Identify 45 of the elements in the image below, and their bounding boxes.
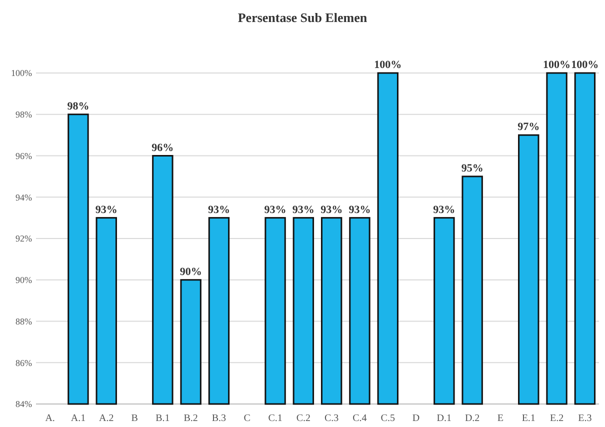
- x-tick-label: B.1: [156, 413, 170, 424]
- y-tick-label: 90%: [16, 275, 32, 286]
- x-tick-label: C: [244, 413, 251, 424]
- chart-title: Persentase Sub Elemen: [238, 10, 368, 25]
- data-label: 95%: [461, 162, 484, 174]
- x-tick-label: D: [412, 413, 420, 424]
- data-label: 93%: [208, 204, 230, 216]
- x-tick-label: A.: [45, 413, 55, 424]
- data-label: 93%: [292, 204, 314, 216]
- x-tick-label: D.1: [436, 413, 452, 424]
- data-label: 93%: [95, 204, 118, 216]
- x-tick-label: E.2: [550, 413, 564, 424]
- data-label: 100%: [374, 59, 402, 71]
- x-tick-label: C.1: [268, 413, 282, 424]
- data-label: 93%: [348, 204, 371, 216]
- y-tick-label: 88%: [16, 316, 32, 326]
- x-tick-label: D.2: [464, 413, 480, 424]
- y-tick-label: 86%: [16, 358, 32, 368]
- x-tick-label: E.1: [522, 413, 536, 424]
- x-tick-label: C.4: [352, 413, 367, 424]
- x-tick-label: E: [497, 413, 504, 424]
- y-tick-label: 84%: [16, 399, 32, 410]
- y-tick-label: 100%: [11, 68, 32, 78]
- x-tick-label: B.3: [212, 413, 226, 424]
- x-tick-label: B.2: [184, 413, 198, 424]
- data-label: 97%: [518, 121, 540, 134]
- data-label: 100%: [571, 59, 599, 71]
- data-label: 90%: [180, 266, 202, 278]
- data-label: 96%: [152, 142, 174, 154]
- x-tick-label: A.2: [99, 413, 114, 424]
- x-tick-label: C.3: [324, 413, 339, 424]
- data-label: 93%: [433, 204, 456, 216]
- y-tick-label: 94%: [16, 192, 32, 202]
- y-tick-label: 92%: [16, 234, 32, 244]
- x-tick-label: B: [131, 413, 138, 424]
- data-label: 93%: [264, 204, 286, 216]
- y-tick-label: 98%: [16, 110, 32, 120]
- y-tick-label: 96%: [16, 150, 32, 161]
- x-tick-label: C.2: [296, 413, 311, 424]
- data-label: 93%: [320, 204, 343, 216]
- x-tick-label: C.5: [380, 413, 395, 424]
- data-label: 100%: [543, 59, 571, 71]
- x-tick-label: E.3: [578, 413, 592, 424]
- x-tick-label: A.1: [70, 413, 86, 424]
- data-label: 98%: [67, 100, 90, 112]
